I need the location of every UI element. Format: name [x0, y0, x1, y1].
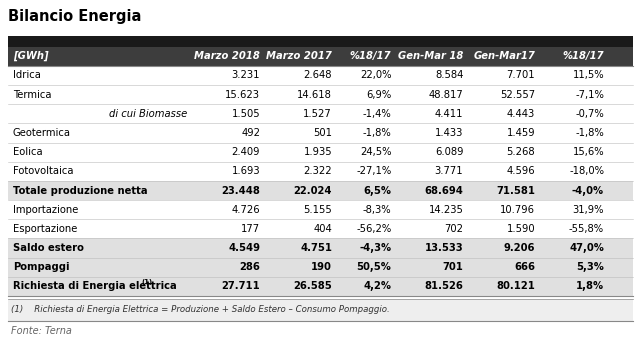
Text: 71.581: 71.581	[496, 186, 535, 195]
Text: 3.771: 3.771	[434, 166, 463, 176]
Text: -0,7%: -0,7%	[575, 109, 604, 119]
Text: di cui Biomasse: di cui Biomasse	[108, 109, 187, 119]
Text: 1.935: 1.935	[304, 147, 332, 157]
Text: 81.526: 81.526	[424, 281, 463, 292]
Text: 31,9%: 31,9%	[572, 205, 604, 215]
Text: 1.459: 1.459	[507, 128, 535, 138]
Text: 5,3%: 5,3%	[576, 262, 604, 272]
Text: 701: 701	[443, 262, 463, 272]
Text: 8.584: 8.584	[435, 71, 463, 80]
Text: -8,3%: -8,3%	[363, 205, 392, 215]
Text: 2.648: 2.648	[304, 71, 332, 80]
Text: Saldo estero: Saldo estero	[13, 243, 84, 253]
Text: Marzo 2017: Marzo 2017	[266, 51, 332, 61]
Text: 22.024: 22.024	[293, 186, 332, 195]
Text: Totale produzione netta: Totale produzione netta	[13, 186, 147, 195]
Text: 6,5%: 6,5%	[364, 186, 392, 195]
Text: 27.711: 27.711	[221, 281, 260, 292]
Text: -18,0%: -18,0%	[569, 166, 604, 176]
Text: -1,8%: -1,8%	[363, 128, 392, 138]
Text: 52.557: 52.557	[500, 90, 535, 100]
Text: 702: 702	[445, 224, 463, 234]
Text: (1): (1)	[142, 279, 152, 285]
Text: Esportazione: Esportazione	[13, 224, 77, 234]
Text: Termica: Termica	[13, 90, 51, 100]
Text: [GWh]: [GWh]	[13, 51, 48, 61]
Text: Pompaggi: Pompaggi	[13, 262, 70, 272]
Text: 15,6%: 15,6%	[572, 147, 604, 157]
Text: -4,0%: -4,0%	[572, 186, 604, 195]
Text: 4.751: 4.751	[300, 243, 332, 253]
Text: 23.448: 23.448	[221, 186, 260, 195]
Text: 4.726: 4.726	[232, 205, 260, 215]
Text: 6.089: 6.089	[435, 147, 463, 157]
Text: 1.693: 1.693	[232, 166, 260, 176]
Text: 50,5%: 50,5%	[357, 262, 392, 272]
Text: 26.585: 26.585	[293, 281, 332, 292]
Text: Fonte: Terna: Fonte: Terna	[11, 326, 72, 336]
Text: 501: 501	[313, 128, 332, 138]
Text: 4.411: 4.411	[435, 109, 463, 119]
Text: 24,5%: 24,5%	[360, 147, 392, 157]
Text: -1,8%: -1,8%	[575, 128, 604, 138]
Text: 2.409: 2.409	[232, 147, 260, 157]
Text: 15.623: 15.623	[225, 90, 260, 100]
Text: 9.206: 9.206	[504, 243, 535, 253]
Text: 1,8%: 1,8%	[576, 281, 604, 292]
Text: -7,1%: -7,1%	[575, 90, 604, 100]
Text: 1.590: 1.590	[507, 224, 535, 234]
Text: Fotovoltaica: Fotovoltaica	[13, 166, 73, 176]
Text: Geotermica: Geotermica	[13, 128, 71, 138]
Text: Gen-Mar17: Gen-Mar17	[473, 51, 535, 61]
Text: %18/17: %18/17	[350, 51, 392, 61]
Text: 4.549: 4.549	[228, 243, 260, 253]
Text: 190: 190	[311, 262, 332, 272]
Text: 14.235: 14.235	[429, 205, 463, 215]
Text: Eolica: Eolica	[13, 147, 42, 157]
Text: 7.701: 7.701	[507, 71, 535, 80]
Text: 80.121: 80.121	[496, 281, 535, 292]
Text: 14.618: 14.618	[297, 90, 332, 100]
Text: %18/17: %18/17	[563, 51, 604, 61]
Text: 10.796: 10.796	[500, 205, 535, 215]
Text: 4.443: 4.443	[507, 109, 535, 119]
Text: -27,1%: -27,1%	[356, 166, 392, 176]
Text: (1)    Richiesta di Energia Elettrica = Produzione + Saldo Estero – Consumo Pomp: (1) Richiesta di Energia Elettrica = Pro…	[11, 306, 390, 314]
Text: 22,0%: 22,0%	[360, 71, 392, 80]
Text: Richiesta di Energia elettrica: Richiesta di Energia elettrica	[13, 281, 177, 292]
Text: 4,2%: 4,2%	[364, 281, 392, 292]
Text: 286: 286	[239, 262, 260, 272]
Text: 5.268: 5.268	[507, 147, 535, 157]
Text: Gen-Mar 18: Gen-Mar 18	[398, 51, 463, 61]
Text: -4,3%: -4,3%	[359, 243, 392, 253]
Text: 3.231: 3.231	[232, 71, 260, 80]
Text: 47,0%: 47,0%	[569, 243, 604, 253]
Text: 5.155: 5.155	[303, 205, 332, 215]
Text: 6,9%: 6,9%	[366, 90, 392, 100]
Text: 404: 404	[313, 224, 332, 234]
Text: -55,8%: -55,8%	[569, 224, 604, 234]
Text: 4.596: 4.596	[507, 166, 535, 176]
Text: 492: 492	[241, 128, 260, 138]
Text: Idrica: Idrica	[13, 71, 41, 80]
Text: 1.433: 1.433	[435, 128, 463, 138]
Text: Importazione: Importazione	[13, 205, 78, 215]
Text: 11,5%: 11,5%	[572, 71, 604, 80]
Text: -1,4%: -1,4%	[363, 109, 392, 119]
Text: 1.527: 1.527	[303, 109, 332, 119]
Text: 2.322: 2.322	[304, 166, 332, 176]
Text: 48.817: 48.817	[429, 90, 463, 100]
Text: 13.533: 13.533	[425, 243, 463, 253]
Text: 68.694: 68.694	[424, 186, 463, 195]
Text: Marzo 2018: Marzo 2018	[195, 51, 260, 61]
Text: 177: 177	[241, 224, 260, 234]
Text: Bilancio Energia: Bilancio Energia	[8, 9, 141, 24]
Text: 1.505: 1.505	[232, 109, 260, 119]
Text: 666: 666	[514, 262, 535, 272]
Text: -56,2%: -56,2%	[356, 224, 392, 234]
